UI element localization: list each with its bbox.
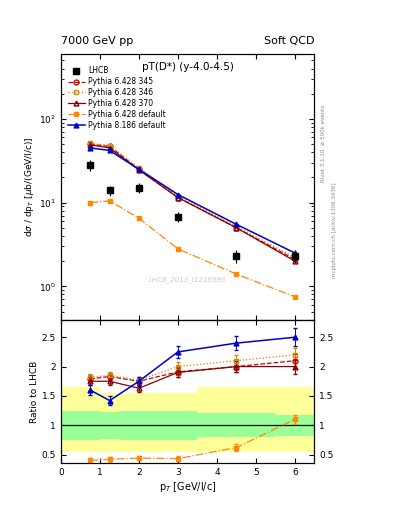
- Pythia 8.186 default: [88, 145, 92, 151]
- Text: Soft QCD: Soft QCD: [264, 36, 314, 46]
- Pythia 6.428 345: [107, 143, 112, 150]
- Line: Pythia 6.428 default: Pythia 6.428 default: [88, 199, 298, 299]
- Pythia 6.428 default: [136, 215, 141, 221]
- Pythia 6.428 default: [234, 271, 239, 277]
- Pythia 6.428 345: [88, 141, 92, 147]
- Text: LHCB_2013_I1218996: LHCB_2013_I1218996: [149, 276, 226, 283]
- Pythia 6.428 345: [176, 195, 180, 201]
- Pythia 8.186 default: [136, 166, 141, 173]
- Line: Pythia 8.186 default: Pythia 8.186 default: [88, 145, 298, 255]
- Pythia 8.186 default: [176, 191, 180, 198]
- Pythia 6.428 default: [107, 198, 112, 204]
- Pythia 6.428 346: [176, 193, 180, 199]
- Text: pT(D*) (y-4.0-4.5): pT(D*) (y-4.0-4.5): [142, 62, 233, 72]
- Pythia 6.428 370: [136, 167, 141, 173]
- X-axis label: p$_T$ [GeV/l/c]: p$_T$ [GeV/l/c]: [159, 480, 217, 494]
- Pythia 6.428 default: [292, 294, 297, 300]
- Line: Pythia 6.428 346: Pythia 6.428 346: [88, 141, 298, 260]
- Pythia 6.428 346: [88, 140, 92, 146]
- Pythia 6.428 370: [88, 142, 92, 148]
- Pythia 6.428 default: [176, 246, 180, 252]
- Pythia 6.428 370: [234, 225, 239, 231]
- Pythia 6.428 346: [136, 165, 141, 171]
- Text: Rivet 3.1.10, ≥ 500k events: Rivet 3.1.10, ≥ 500k events: [320, 105, 325, 182]
- Pythia 6.428 370: [107, 145, 112, 151]
- Pythia 8.186 default: [234, 221, 239, 227]
- Text: 7000 GeV pp: 7000 GeV pp: [61, 36, 133, 46]
- Pythia 8.186 default: [292, 250, 297, 256]
- Pythia 8.186 default: [107, 147, 112, 154]
- Pythia 6.428 346: [292, 254, 297, 261]
- Pythia 6.428 345: [292, 257, 297, 263]
- Line: Pythia 6.428 345: Pythia 6.428 345: [88, 142, 298, 262]
- Y-axis label: d$\sigma$ / dp$_T$ [$\mu$b/(GeV/l/c)]: d$\sigma$ / dp$_T$ [$\mu$b/(GeV/l/c)]: [23, 136, 36, 237]
- Pythia 6.428 345: [136, 166, 141, 173]
- Pythia 6.428 370: [176, 195, 180, 201]
- Pythia 6.428 345: [234, 225, 239, 231]
- Pythia 6.428 370: [292, 258, 297, 264]
- Text: mcplots.cern.ch [arXiv:1306.3436]: mcplots.cern.ch [arXiv:1306.3436]: [332, 183, 337, 278]
- Pythia 6.428 346: [107, 142, 112, 148]
- Pythia 6.428 346: [234, 223, 239, 229]
- Pythia 6.428 default: [88, 200, 92, 206]
- Legend: LHCB, Pythia 6.428 345, Pythia 6.428 346, Pythia 6.428 370, Pythia 6.428 default: LHCB, Pythia 6.428 345, Pythia 6.428 346…: [67, 66, 166, 131]
- Line: Pythia 6.428 370: Pythia 6.428 370: [88, 142, 298, 264]
- Y-axis label: Ratio to LHCB: Ratio to LHCB: [30, 360, 39, 422]
